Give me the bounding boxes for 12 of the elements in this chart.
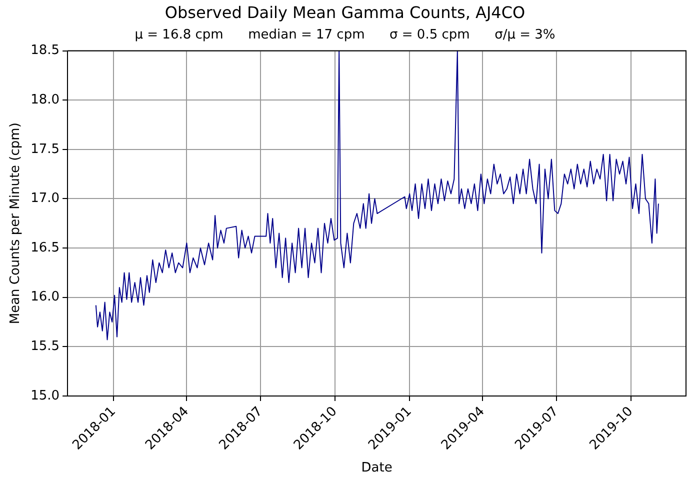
- chart-subtitle: μ = 16.8 cpm median = 17 cpm σ = 0.5 cpm σ/μ = 3%: [134, 27, 556, 42]
- y-tick-label: 16.0: [30, 290, 60, 305]
- y-tick-label: 16.5: [30, 240, 60, 256]
- y-axis-title: Mean Counts per Minute (cpm): [8, 122, 24, 324]
- y-tick-label: 15.5: [30, 339, 60, 354]
- chart-title: Observed Daily Mean Gamma Counts, AJ4CO: [164, 2, 526, 22]
- y-tick-label: 17.5: [30, 142, 60, 157]
- y-tick-label: 17.0: [30, 191, 60, 206]
- y-tick-label: 18.5: [30, 43, 60, 58]
- y-tick-label: 18.0: [30, 92, 60, 108]
- x-axis-title: Date: [361, 460, 392, 476]
- y-tick-label: 15.0: [30, 388, 60, 404]
